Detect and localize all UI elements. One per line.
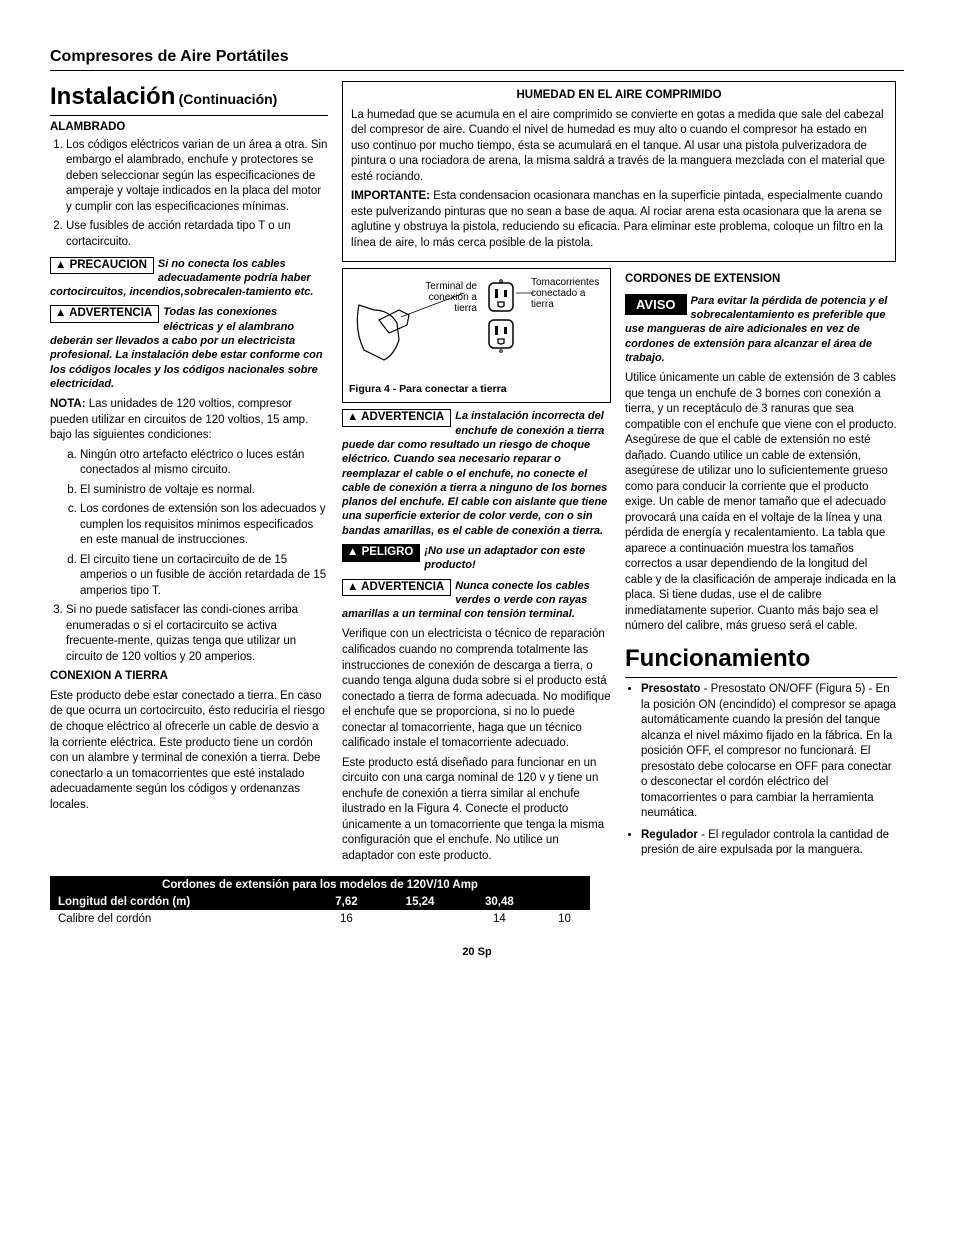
figure-4-caption: Figura 4 - Para conectar a tierra	[349, 382, 604, 396]
label-text: ADVERTENCIA	[69, 307, 152, 319]
divider	[50, 70, 904, 71]
section-continuation: (Continuación)	[179, 91, 278, 107]
aviso-block: AVISO Para evitar la pérdida de potencia…	[625, 294, 897, 365]
table-row: Calibre del cordón 16 14 10	[50, 910, 590, 928]
advertencia-block-2: ▲ ADVERTENCIA La instalación incorrecta …	[342, 409, 611, 538]
peligro-label: ▲ PELIGRO	[342, 544, 420, 562]
conexion-paragraph: Este producto debe estar conectado a tie…	[50, 689, 328, 813]
peligro-text: ¡No use un adaptador con este producto!	[424, 545, 585, 571]
table-cell: 10	[539, 910, 590, 928]
importante-text: Esta condensacion ocasionara manchas en …	[351, 190, 883, 249]
regulador-label: Regulador	[641, 829, 698, 841]
funcionamiento-list: Presostato - Presostato ON/OFF (Figura 5…	[625, 682, 897, 859]
conditions-list: Ningún otro artefacto eléctrico o luces …	[50, 448, 328, 600]
humedad-heading: HUMEDAD EN EL AIRE COMPRIMIDO	[351, 88, 887, 104]
precaucion-label: ▲ PRECAUCION	[50, 257, 154, 275]
advertencia-block-1: ▲ ADVERTENCIA Todas las conexiones eléct…	[50, 305, 328, 391]
page-number: 20 Sp	[50, 946, 904, 958]
verifique-paragraph: Verifique con un electricista o técnico …	[342, 627, 611, 751]
conexion-heading: CONEXION A TIERRA	[50, 669, 328, 685]
figure-4-box: Terminal de conexión a tierra Tomacorrie…	[342, 268, 611, 403]
list-item: Presostato - Presostato ON/OFF (Figura 5…	[641, 682, 897, 822]
advertencia-label: ▲ ADVERTENCIA	[50, 305, 159, 323]
list-item: Los cordones de extensión son los adecua…	[80, 502, 328, 549]
table-cell	[380, 910, 459, 928]
right-columns: HUMEDAD EN EL AIRE COMPRIMIDO La humedad…	[342, 81, 904, 868]
nota-text: Las unidades de 120 voltios, compresor p…	[50, 398, 308, 441]
table-header: Longitud del cordón (m)	[50, 894, 312, 910]
precaucion-block: ▲ PRECAUCION Si no conecta los cables ad…	[50, 257, 328, 300]
table-header-row: Longitud del cordón (m) 7,62 15,24 30,48	[50, 894, 590, 910]
humedad-box: HUMEDAD EN EL AIRE COMPRIMIDO La humedad…	[342, 81, 896, 262]
diseno-paragraph: Este producto está diseñado para funcion…	[342, 756, 611, 865]
nota-paragraph: NOTA: Las unidades de 120 voltios, compr…	[50, 397, 328, 444]
content-columns: Instalación (Continuación) ALAMBRADO Los…	[50, 81, 904, 868]
importante-label: IMPORTANTE:	[351, 190, 430, 202]
table: Longitud del cordón (m) 7,62 15,24 30,48…	[50, 894, 590, 928]
cordones-heading: CORDONES DE EXTENSION	[625, 272, 897, 288]
list-item: Ningún otro artefacto eléctrico o luces …	[80, 448, 328, 479]
advertencia-block-3: ▲ ADVERTENCIA Nunca conecte los cables v…	[342, 579, 611, 622]
aviso-label: AVISO	[625, 294, 687, 316]
table-cell: 16	[312, 910, 380, 928]
table-cell: 14	[460, 910, 539, 928]
column-2: Terminal de conexión a tierra Tomacorrie…	[342, 268, 611, 868]
alambrado-list-cont: Si no puede satisfacer las condi-ciones …	[50, 603, 328, 665]
advertencia-text: La instalación incorrecta del enchufe de…	[342, 410, 607, 536]
table-header: 30,48	[460, 894, 539, 910]
alambrado-list: Los códigos eléctricos varian de un área…	[50, 138, 328, 251]
table-header: 7,62	[312, 894, 380, 910]
nota-label: NOTA:	[50, 398, 86, 410]
alambrado-heading: ALAMBRADO	[50, 120, 328, 136]
presostato-text: - Presostato ON/OFF (Figura 5) - En la p…	[641, 683, 896, 819]
cordones-paragraph: Utilice únicamente un cable de extensión…	[625, 371, 897, 635]
peligro-block: ▲ PELIGRO ¡No use un adaptador con este …	[342, 544, 611, 573]
advertencia-label: ▲ ADVERTENCIA	[342, 579, 451, 597]
label-text: ADVERTENCIA	[361, 581, 444, 593]
label-text: PRECAUCION	[70, 259, 147, 271]
table-header	[539, 894, 590, 910]
list-item: Use fusibles de acción retardada tipo T …	[66, 219, 328, 250]
section-heading: Instalación	[50, 83, 175, 110]
extension-cord-table: Cordones de extensión para los modelos d…	[50, 876, 590, 928]
humedad-p1: La humedad que se acumula en el aire com…	[351, 108, 887, 186]
list-item: Los códigos eléctricos varian de un área…	[66, 138, 328, 216]
column-1: Instalación (Continuación) ALAMBRADO Los…	[50, 81, 328, 868]
list-item: El circuito tiene un cortacircuito de de…	[80, 553, 328, 600]
table-header: 15,24	[380, 894, 459, 910]
list-item: Si no puede satisfacer las condi-ciones …	[66, 603, 328, 665]
fig-terminal-label: Terminal de conexión a tierra	[407, 281, 477, 314]
advertencia-label: ▲ ADVERTENCIA	[342, 409, 451, 427]
figure-4-diagram: Terminal de conexión a tierra Tomacorrie…	[349, 275, 604, 380]
list-item: Regulador - El regulador controla la can…	[641, 828, 897, 859]
fig-toma-label: Tomacorrientes conectado a tierra	[531, 277, 606, 310]
humedad-p2: IMPORTANTE: Esta condensacion ocasionara…	[351, 189, 887, 251]
presostato-label: Presostato	[641, 683, 700, 695]
label-text: PELIGRO	[362, 546, 414, 558]
label-text: ADVERTENCIA	[361, 411, 444, 423]
funcionamiento-heading: Funcionamiento	[625, 645, 810, 672]
list-item: El suministro de voltaje es normal.	[80, 483, 328, 499]
table-title: Cordones de extensión para los modelos d…	[50, 876, 590, 894]
page-title: Compresores de Aire Portátiles	[50, 48, 904, 66]
column-3: CORDONES DE EXTENSION AVISO Para evitar …	[625, 268, 897, 868]
table-cell: Calibre del cordón	[50, 910, 312, 928]
